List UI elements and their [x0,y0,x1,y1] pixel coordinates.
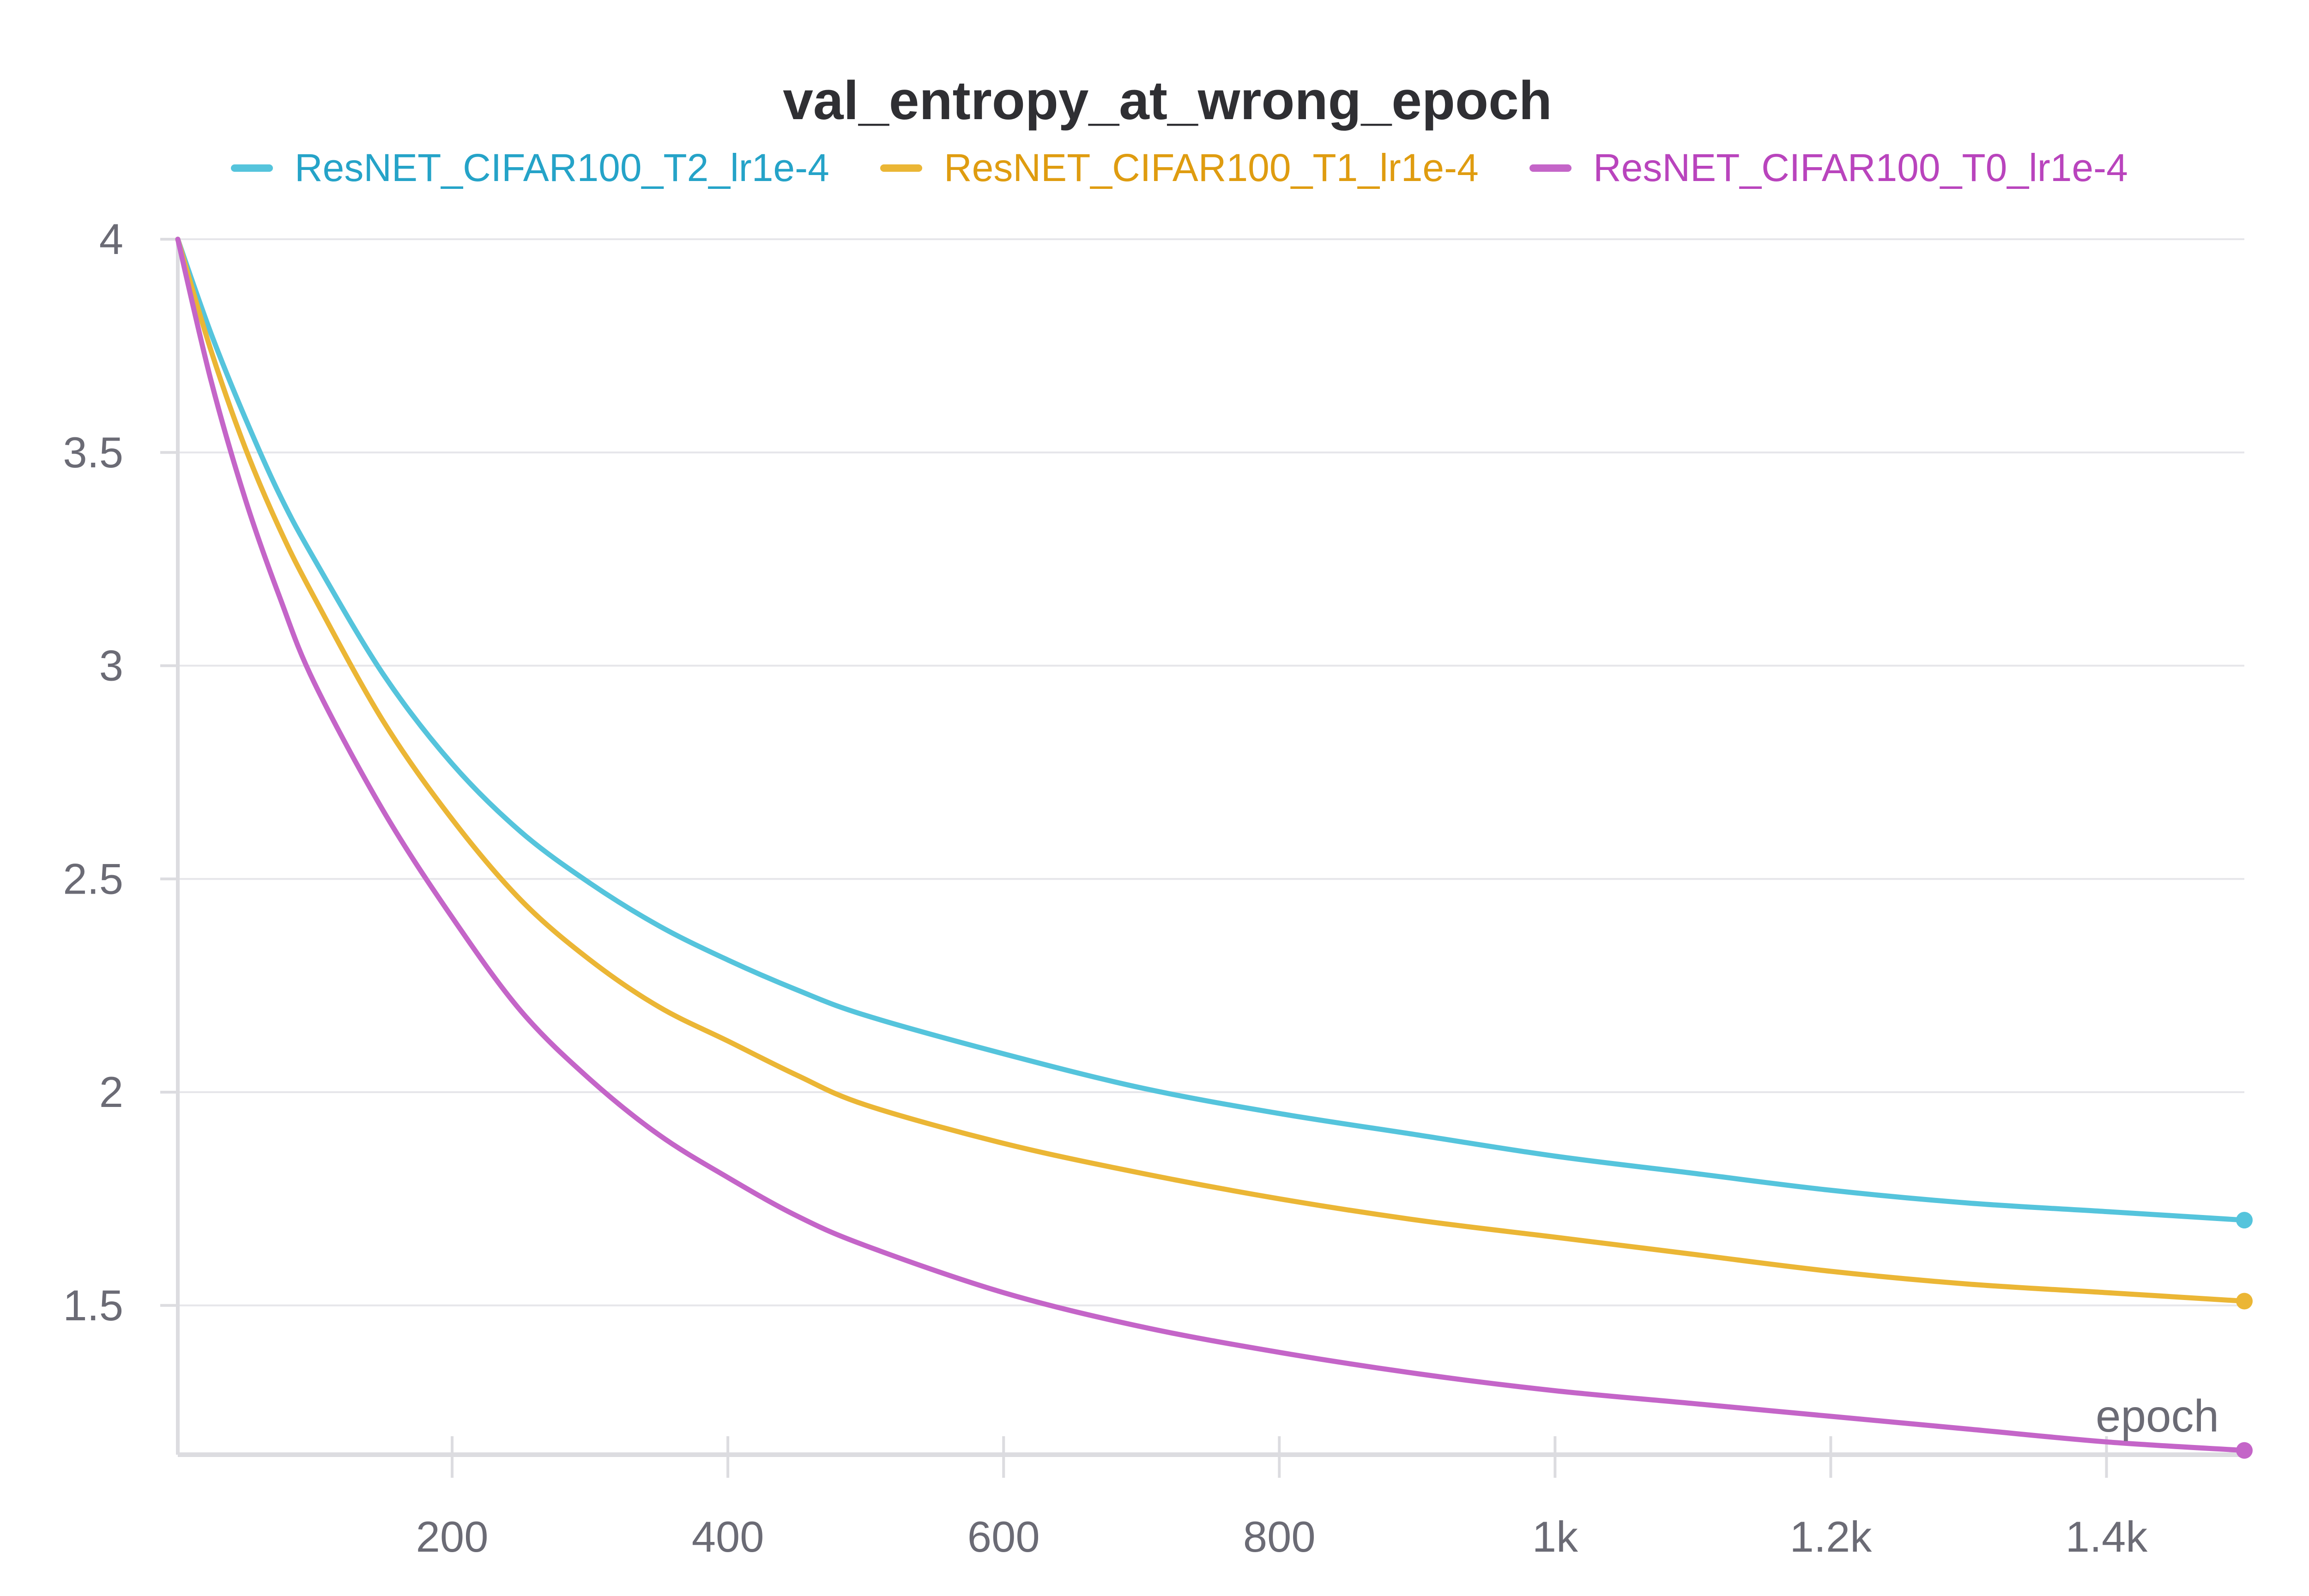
y-tick-label: 2 [99,1068,123,1116]
y-tick-label: 1.5 [63,1281,123,1330]
chart-title: val_entropy_at_wrong_epoch [783,70,1552,131]
legend: ResNET_CIFAR100_T2_lr1e-4 ResNET_CIFAR100… [231,146,2128,189]
legend-label-1: ResNET_CIFAR100_T1_lr1e-4 [944,146,1479,189]
x-tick-label: 1.4k [2066,1512,2148,1561]
series-lines [175,236,2247,1453]
x-tick-label: 1k [1532,1512,1578,1561]
series-line-2 [175,236,2247,1453]
x-tick-label: 200 [416,1512,489,1561]
x-tick-label: 800 [1243,1512,1316,1561]
y-tick-label: 2.5 [63,854,123,903]
series-endpoint-0 [2236,1212,2253,1229]
series-endpoint-2 [2236,1442,2253,1459]
x-axis-label: epoch [2096,1390,2219,1441]
axes [160,238,2244,1478]
legend-label-0: ResNET_CIFAR100_T2_lr1e-4 [295,146,829,189]
x-tick-labels: 200 400 600 800 1k 1.2k 1.4k [416,1512,2148,1561]
legend-label-2: ResNET_CIFAR100_T0_lr1e-4 [1593,146,2128,189]
y-tick-label: 3 [99,641,123,690]
y-tick-label: 3.5 [63,428,123,477]
series-endpoints [2236,1212,2253,1459]
grid-lines [178,238,2244,1306]
y-tick-labels: 4 3.5 3 2.5 2 1.5 [63,215,123,1330]
x-tick-label: 1.2k [1790,1512,1873,1561]
x-tick-label: 400 [692,1512,764,1561]
series-line-0 [175,236,2247,1223]
y-tick-label: 4 [99,215,123,263]
x-tick-label: 600 [967,1512,1040,1561]
series-line-1 [175,236,2247,1304]
series-endpoint-1 [2236,1293,2253,1310]
